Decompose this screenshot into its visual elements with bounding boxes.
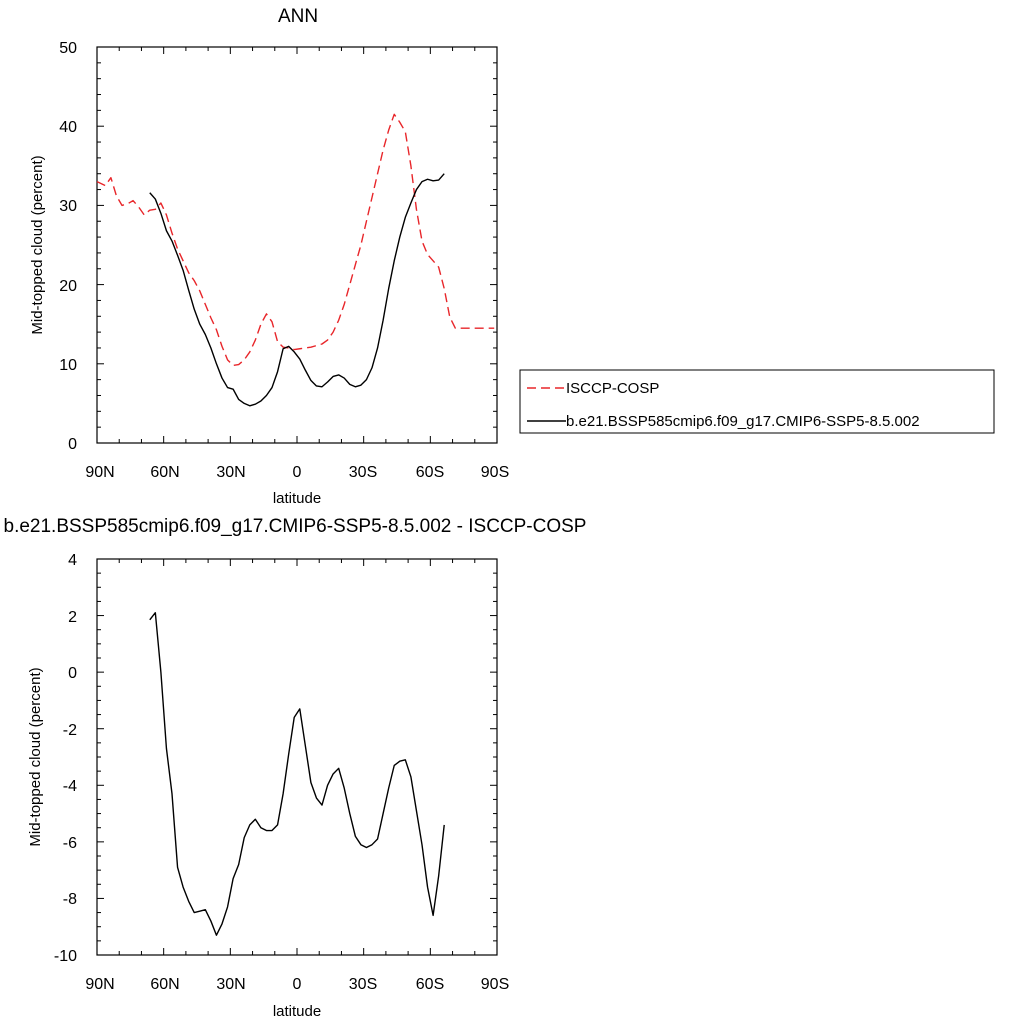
x-tick-label: 30N <box>216 976 245 993</box>
x-tick-label: 30S <box>349 976 377 993</box>
x-tick-label: 90S <box>481 464 509 481</box>
y-tick-label: 0 <box>68 665 77 682</box>
top-chart-title: ANN <box>278 6 318 27</box>
top-plot-area <box>96 46 498 444</box>
x-tick-label: 90S <box>481 976 509 993</box>
top-x-tick-labels: 90N 60N 30N 0 30S 60S 90S <box>85 464 509 481</box>
y-tick-label: 20 <box>59 278 77 295</box>
top-major-ticks <box>96 46 498 444</box>
legend-label: b.e21.BSSP585cmip6.f09_g17.CMIP6-SSP5-8.… <box>566 413 920 430</box>
y-tick-label: 40 <box>59 119 77 136</box>
series-line-isccp-cosp <box>96 113 495 367</box>
legend-item-model: b.e21.BSSP585cmip6.f09_g17.CMIP6-SSP5-8.… <box>527 413 920 430</box>
bottom-panel: b.e21.BSSP585cmip6.f09_g17.CMIP6-SSP5-8.… <box>4 516 587 1020</box>
y-tick-label: -8 <box>63 891 77 908</box>
y-tick-label: 4 <box>68 552 77 569</box>
series-line-difference <box>149 612 445 936</box>
y-tick-label: 50 <box>59 40 77 57</box>
bottom-plot-frame <box>96 558 498 956</box>
y-tick-label: 10 <box>59 357 77 374</box>
top-series-group <box>96 113 495 407</box>
x-tick-label: 30N <box>216 464 245 481</box>
x-tick-label: 60S <box>416 464 444 481</box>
x-tick-label: 0 <box>293 464 302 481</box>
y-tick-label: 30 <box>59 198 77 215</box>
legend: ISCCP-COSP b.e21.BSSP585cmip6.f09_g17.CM… <box>519 369 995 434</box>
x-tick-label: 60N <box>150 976 179 993</box>
x-tick-label: 90N <box>85 976 114 993</box>
legend-label: ISCCP-COSP <box>566 380 659 397</box>
x-tick-label: 0 <box>293 976 302 993</box>
bottom-y-tick-labels: -10 -8 -6 -4 -2 0 2 4 <box>54 552 77 965</box>
bottom-chart-title: b.e21.BSSP585cmip6.f09_g17.CMIP6-SSP5-8.… <box>4 516 587 537</box>
legend-box <box>519 369 995 434</box>
y-tick-label: 2 <box>68 609 77 626</box>
x-tick-label: 30S <box>349 464 377 481</box>
top-y-tick-labels: 0 10 20 30 40 50 <box>59 40 77 453</box>
bottom-x-axis-label: latitude <box>273 1003 321 1020</box>
top-plot-frame <box>96 46 498 444</box>
bottom-minor-ticks <box>97 559 497 955</box>
y-tick-label: -4 <box>63 778 77 795</box>
legend-item-isccp-cosp: ISCCP-COSP <box>527 380 659 397</box>
x-tick-label: 90N <box>85 464 114 481</box>
y-tick-label: -10 <box>54 948 77 965</box>
x-tick-label: 60N <box>150 464 179 481</box>
y-tick-label: 0 <box>68 436 77 453</box>
top-minor-ticks <box>97 47 497 443</box>
bottom-x-tick-labels: 90N 60N 30N 0 30S 60S 90S <box>85 976 509 993</box>
series-line-model <box>149 173 445 407</box>
bottom-major-ticks <box>96 558 498 956</box>
top-x-axis-label: latitude <box>273 490 321 507</box>
x-tick-label: 60S <box>416 976 444 993</box>
y-tick-label: -6 <box>63 835 77 852</box>
bottom-plot-area <box>96 558 498 956</box>
top-panel: ANN 0 10 20 30 40 50 90N 60N 30N 0 30S 6… <box>29 6 995 507</box>
bottom-y-axis-label: Mid-topped cloud (percent) <box>27 667 44 846</box>
top-y-axis-label: Mid-topped cloud (percent) <box>29 155 46 334</box>
y-tick-label: -2 <box>63 722 77 739</box>
